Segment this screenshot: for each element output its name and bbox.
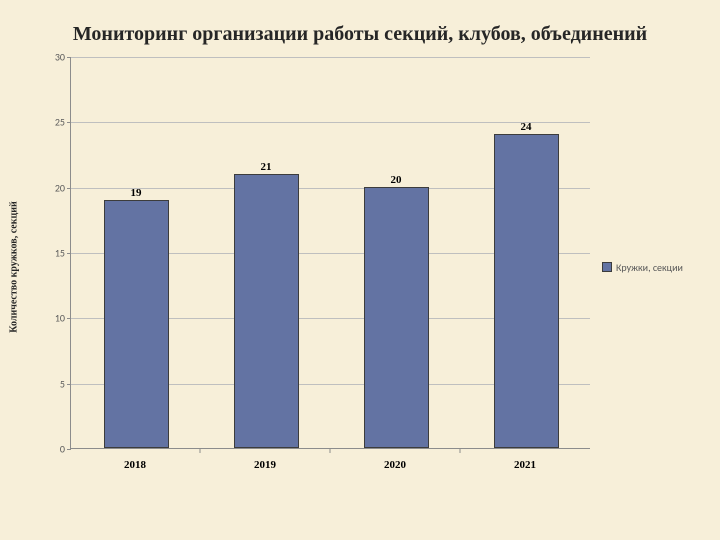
gridline — [71, 122, 590, 123]
gridline — [71, 57, 590, 58]
ytick-mark — [67, 318, 71, 319]
ytick-label: 10 — [41, 312, 65, 325]
xtick-label: 2021 — [514, 459, 536, 471]
y-axis-title: Количество кружков, секций — [9, 201, 20, 333]
xtick-label: 2018 — [124, 459, 146, 471]
bar — [104, 200, 169, 448]
bar-value-label: 21 — [261, 161, 272, 173]
xtick-mark — [330, 449, 331, 453]
slide-title: Мониторинг организации работы секций, кл… — [20, 22, 700, 47]
ytick-label: 25 — [41, 116, 65, 129]
xtick-label: 2020 — [384, 459, 406, 471]
ytick-mark — [67, 57, 71, 58]
ytick-label: 0 — [41, 443, 65, 456]
bar-value-label: 19 — [131, 187, 142, 199]
ytick-mark — [67, 253, 71, 254]
slide: Мониторинг организации работы секций, кл… — [0, 0, 720, 540]
bar — [234, 174, 299, 448]
bar — [364, 187, 429, 448]
ytick-mark — [67, 384, 71, 385]
bar — [494, 134, 559, 448]
plot-area: 05101520253019212024 — [70, 57, 590, 449]
xtick-mark — [200, 449, 201, 453]
legend: Кружки, секции — [602, 261, 683, 274]
ytick-label: 5 — [41, 377, 65, 390]
chart-frame: Количество кружков, секций 0510152025301… — [20, 57, 590, 477]
bar-value-label: 24 — [521, 121, 532, 133]
ytick-mark — [67, 449, 71, 450]
xtick-label: 2019 — [254, 459, 276, 471]
ytick-label: 30 — [41, 51, 65, 64]
ytick-mark — [67, 122, 71, 123]
ytick-mark — [67, 188, 71, 189]
legend-swatch — [602, 262, 612, 272]
xtick-mark — [460, 449, 461, 453]
bar-value-label: 20 — [391, 174, 402, 186]
ytick-label: 20 — [41, 181, 65, 194]
legend-label: Кружки, секции — [616, 261, 683, 274]
ytick-label: 15 — [41, 247, 65, 260]
chart-and-legend: Количество кружков, секций 0510152025301… — [20, 57, 700, 477]
